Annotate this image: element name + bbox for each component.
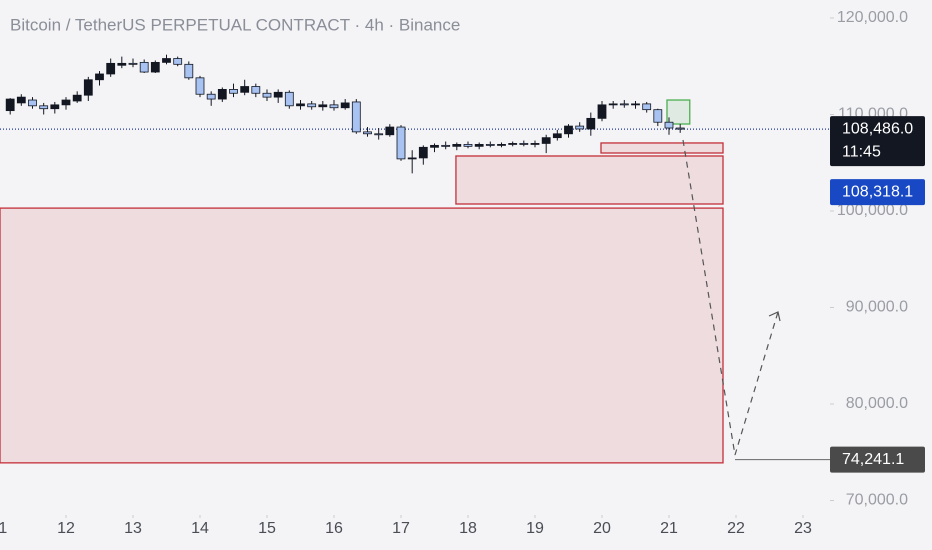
y-tick-label: 100,000.0 <box>837 202 908 219</box>
candle-body <box>117 62 127 66</box>
y-tick-label: 70,000.0 <box>846 492 908 509</box>
x-tick-label: 19 <box>526 520 544 537</box>
candle-body <box>162 58 171 63</box>
level-box <box>830 446 925 473</box>
candle-body <box>653 109 663 123</box>
zone <box>455 155 724 205</box>
candle-body <box>217 89 227 100</box>
x-tick-label: 21 <box>660 520 678 537</box>
candle-body <box>39 105 49 110</box>
candle-body <box>575 125 585 130</box>
candle-body <box>106 62 116 75</box>
candle-body <box>642 103 652 111</box>
candle-body <box>597 104 607 119</box>
level-label: 74,241.1 <box>842 451 904 468</box>
candle-body <box>16 96 26 104</box>
candle-body <box>184 63 194 79</box>
candle-body <box>329 104 339 109</box>
y-tick-label: 120,000.0 <box>837 9 908 26</box>
candle-body <box>474 144 484 147</box>
countdown-label: 11:45 <box>842 143 881 160</box>
candle-body <box>586 117 596 130</box>
candle-body <box>564 125 573 135</box>
candle-body <box>552 133 562 139</box>
candle-body <box>251 86 261 94</box>
zone <box>600 142 724 154</box>
candle-body <box>608 103 618 106</box>
candle-body <box>396 126 406 160</box>
candle-body <box>430 144 439 148</box>
candle-body <box>619 103 629 106</box>
candle-body <box>463 144 473 147</box>
candle-body <box>631 103 640 106</box>
zone <box>0 207 724 464</box>
candle-body <box>664 121 674 129</box>
candle-body <box>363 131 372 135</box>
candle-body <box>541 137 551 144</box>
candle-body <box>262 92 272 98</box>
candle-body <box>318 104 328 108</box>
candle-body <box>497 144 506 146</box>
candle-body <box>407 157 417 160</box>
candle-body <box>83 79 93 96</box>
last-price-box <box>830 116 925 167</box>
chart-title: Bitcoin / TetherUS PERPETUAL CONTRACT · … <box>10 15 460 34</box>
candle-body <box>307 103 317 108</box>
zone <box>666 99 691 125</box>
candle-body <box>173 58 183 65</box>
candle-body <box>5 98 15 112</box>
candle-body <box>452 144 462 147</box>
candle-body <box>340 102 350 109</box>
candle-body <box>240 86 250 93</box>
candle-body <box>418 146 428 159</box>
candle-body <box>485 144 495 146</box>
projection-path <box>682 139 779 456</box>
candle-body <box>675 127 685 130</box>
candle-body <box>206 93 216 100</box>
y-tick-label: 90,000.0 <box>846 299 908 316</box>
candle-body <box>530 143 540 145</box>
candle-body <box>284 91 294 107</box>
x-tick-label: 18 <box>459 520 477 537</box>
candle-body <box>195 77 205 95</box>
candle-body <box>229 89 238 94</box>
candle-body <box>385 126 395 136</box>
candle-body <box>374 133 384 136</box>
x-tick-label: 20 <box>593 520 611 537</box>
marker-price-box <box>830 179 925 206</box>
candle-body <box>351 101 361 133</box>
candle-body <box>296 103 305 107</box>
candle-body <box>50 104 60 110</box>
x-tick-label: 16 <box>325 520 343 537</box>
last-price-label: 108,486.0 <box>842 120 913 137</box>
x-tick-label: 13 <box>124 520 142 537</box>
candle-body <box>28 99 37 107</box>
candle-body <box>72 94 82 102</box>
candle-body <box>273 91 283 98</box>
x-tick-label: 17 <box>392 520 410 537</box>
x-tick-label: 23 <box>794 520 812 537</box>
candle-body <box>128 62 138 65</box>
x-tick-label: 14 <box>191 520 209 537</box>
candle-body <box>508 143 518 145</box>
x-tick-label: 11 <box>0 520 7 537</box>
candle-body <box>441 144 451 147</box>
candle-body <box>95 73 104 81</box>
candle-body <box>150 61 160 73</box>
candle-body <box>61 99 71 106</box>
candle-body <box>139 61 149 73</box>
x-tick-label: 12 <box>57 520 75 537</box>
x-tick-label: 22 <box>727 520 745 537</box>
x-tick-label: 15 <box>258 520 276 537</box>
marker-price-label: 108,318.1 <box>842 183 913 200</box>
candle-body <box>519 143 529 145</box>
arrow-head <box>768 311 781 322</box>
y-tick-label: 80,000.0 <box>846 395 908 412</box>
